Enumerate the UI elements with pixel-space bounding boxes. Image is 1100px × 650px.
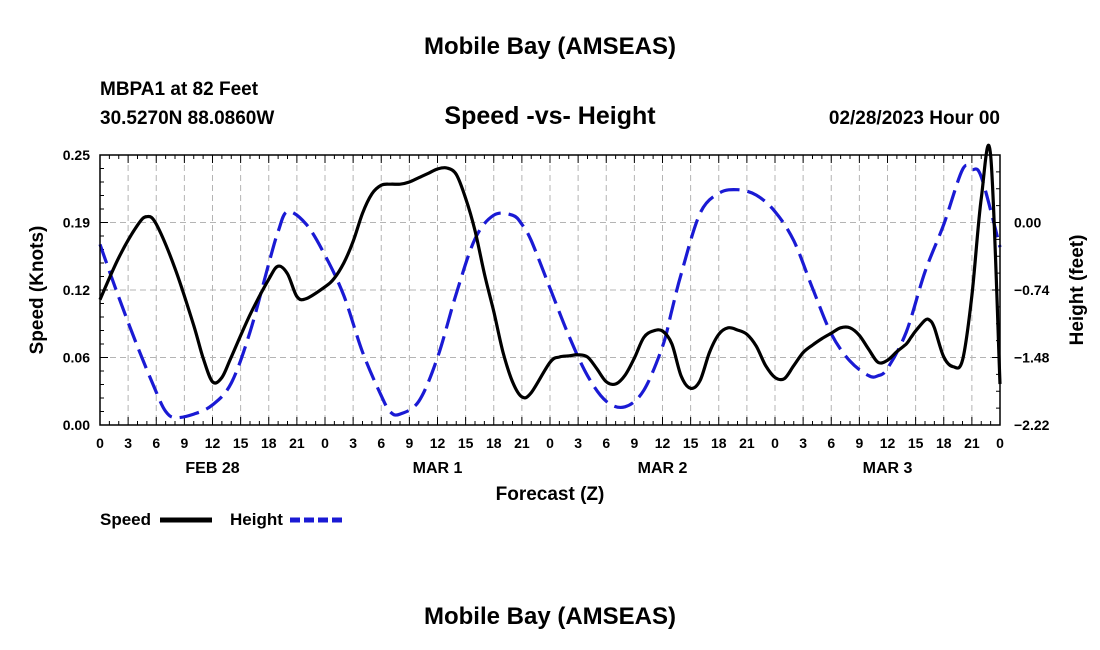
x-tick-label: 0 [321, 435, 329, 451]
x-tick-label: 6 [602, 435, 610, 451]
x-tick-label: 12 [880, 435, 896, 451]
x-tick-label: 6 [377, 435, 385, 451]
location-label: 30.5270N 88.0860W [100, 108, 274, 129]
x-tick-label: 9 [180, 435, 188, 451]
x-tick-label: 0 [96, 435, 104, 451]
x-tick-label: 0 [546, 435, 554, 451]
y-right-tick-label: −2.22 [1014, 417, 1050, 433]
day-label: MAR 3 [863, 460, 913, 477]
y-left-tick-label: 0.19 [63, 215, 90, 231]
run-time-label: 02/28/2023 Hour 00 [829, 108, 1000, 129]
x-tick-label: 6 [152, 435, 160, 451]
x-tick-label: 12 [205, 435, 221, 451]
x-tick-label: 21 [289, 435, 305, 451]
axis-labels: 0 3 6 9 12 15 18 21 0 3 6 9 12 15 18 21 0 3 6 9 12 15 18 21 0 3 6 9… [63, 147, 1050, 477]
x-tick-label: 0 [996, 435, 1004, 451]
x-tick-label: 9 [630, 435, 638, 451]
x-tick-label: 3 [574, 435, 582, 451]
station-label: MBPA1 at 82 Feet [100, 79, 259, 100]
y-right-tick-label: 0.00 [1014, 215, 1041, 231]
series-line-height [98, 163, 1002, 420]
x-tick-label: 3 [124, 435, 132, 451]
x-tick-label: 18 [261, 435, 277, 451]
y-axis-title-left: Speed (Knots) [27, 226, 48, 355]
x-tick-label: 15 [233, 435, 249, 451]
x-tick-label: 18 [936, 435, 952, 451]
chart-subtitle: Speed -vs- Height [444, 102, 656, 130]
y-right-tick-label: −1.48 [1014, 350, 1050, 366]
x-tick-label: 18 [486, 435, 502, 451]
series-lines [98, 143, 1002, 420]
x-tick-label: 9 [405, 435, 413, 451]
x-axis-title: Forecast (Z) [496, 484, 605, 505]
y-left-tick-label: 0.00 [63, 417, 90, 433]
y-right-tick-label: −0.74 [1014, 282, 1050, 298]
x-tick-label: 12 [430, 435, 446, 451]
legend: Speed Height [100, 510, 342, 529]
y-left-tick-label: 0.12 [63, 282, 90, 298]
x-tick-label: 15 [908, 435, 924, 451]
series-line-speed [98, 143, 1002, 400]
day-label: MAR 2 [638, 460, 688, 477]
plot-frame [99, 154, 1001, 426]
x-tick-label: 12 [655, 435, 671, 451]
y-left-tick-label: 0.06 [63, 350, 90, 366]
grid-lines [100, 155, 1000, 425]
x-tick-label: 0 [771, 435, 779, 451]
x-tick-label: 3 [349, 435, 357, 451]
legend-label-height: Height [230, 510, 283, 529]
x-tick-label: 3 [799, 435, 807, 451]
y-left-tick-label: 0.25 [63, 147, 90, 163]
x-tick-label: 18 [711, 435, 727, 451]
x-tick-label: 15 [683, 435, 699, 451]
footer-title: Mobile Bay (AMSEAS) [424, 603, 676, 630]
x-tick-label: 15 [458, 435, 474, 451]
day-label: MAR 1 [413, 460, 463, 477]
chart-title: Mobile Bay (AMSEAS) [424, 33, 676, 60]
legend-label-speed: Speed [100, 510, 151, 529]
x-tick-label: 21 [514, 435, 530, 451]
x-tick-label: 21 [964, 435, 980, 451]
x-tick-label: 9 [855, 435, 863, 451]
y-axis-title-right: Height (feet) [1067, 235, 1088, 346]
x-tick-label: 21 [739, 435, 755, 451]
x-tick-label: 6 [827, 435, 835, 451]
day-label: FEB 28 [185, 460, 239, 477]
